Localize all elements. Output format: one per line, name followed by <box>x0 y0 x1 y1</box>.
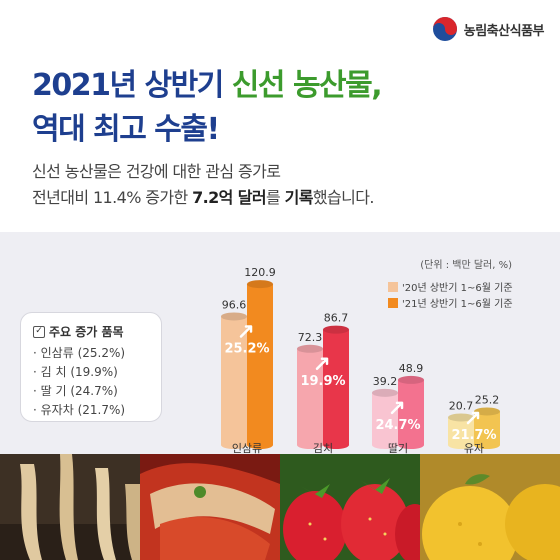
bar <box>221 316 247 445</box>
data-label: 48.9 <box>399 362 424 375</box>
category-label: 인삼류 <box>232 442 262 455</box>
bar-base <box>372 441 398 449</box>
legend-label-2021: '21년 상반기 1~6월 기준 <box>402 299 513 310</box>
kimchi-image <box>140 454 280 560</box>
subtitle-pre: 전년대비 11.4% 증가한 <box>32 188 193 207</box>
headline-line1: 2021년 상반기 신선 농산물, <box>32 60 383 104</box>
taegeuk-icon <box>432 17 457 41</box>
legend-2020: '20년 상반기 1~6월 기준 <box>388 279 513 294</box>
headline-year: 2021년 상반기 <box>32 68 232 103</box>
data-label: 86.7 <box>324 312 349 325</box>
growth-arrow-icon <box>239 325 253 338</box>
headline-green: 신선 농산물, <box>231 68 383 103</box>
bar-top <box>448 413 474 422</box>
growth-label: 19.9% <box>300 374 345 389</box>
checkbox-icon: ✓ <box>33 325 45 338</box>
subtitle-line2: 전년대비 11.4% 증가한 7.2억 달러를 기록했습니다. <box>32 184 374 208</box>
chart-panel: ✓ 주요 증가 품목 · 인삼류 (25.2%) · 김 치 (19.9%) ·… <box>0 232 560 455</box>
growth-arrow-icon <box>315 357 329 371</box>
data-label: 120.9 <box>244 266 276 279</box>
key-items-box: ✓ 주요 증가 품목 · 인삼류 (25.2%) · 김 치 (19.9%) ·… <box>20 312 162 422</box>
bar <box>297 348 323 445</box>
bar-top <box>247 280 273 289</box>
bar-top <box>474 407 500 416</box>
bar-top <box>297 344 323 353</box>
legend-2021: '21년 상반기 1~6월 기준 <box>388 295 513 310</box>
data-label: 96.6 <box>222 298 247 311</box>
legend-label-2020: '20년 상반기 1~6월 기준 <box>402 283 513 294</box>
ministry-logo: 농림축산식품부 <box>432 16 545 42</box>
bar-chart: 96.6 120.9 25.2% 인삼류 72.386.7 19.9% 김치 39.248.9… <box>221 266 500 455</box>
data-label: 39.2 <box>373 375 398 388</box>
bar-base <box>221 441 247 449</box>
key-item: · 딸 기 (24.7%) <box>33 384 118 398</box>
ginseng-image <box>0 454 140 560</box>
strawberry-image <box>280 454 420 560</box>
yuja-image <box>420 454 560 560</box>
produce-photos <box>0 454 560 560</box>
header-section: 농림축산식품부 2021년 상반기 신선 농산물, 역대 최고 수출! 신선 농… <box>0 0 560 232</box>
subtitle-mid: 를 <box>266 188 285 207</box>
growth-label: 24.7% <box>375 418 420 433</box>
headline-line2: 역대 최고 수출! <box>32 112 220 147</box>
category-label: 유자 <box>464 442 484 455</box>
growth-label: 25.2% <box>224 341 269 356</box>
growth-arrow-icon <box>466 411 480 425</box>
bar-base <box>323 441 349 449</box>
subtitle-post: 했습니다. <box>312 188 375 207</box>
bar-top <box>398 375 424 384</box>
subtitle-line1: 신선 농산물은 건강에 대한 관심 증가로 <box>32 162 281 181</box>
bar-base <box>474 441 500 449</box>
bar <box>398 379 424 445</box>
key-items-title-text: 주요 증가 품목 <box>49 325 124 339</box>
legend-swatch-2020 <box>388 281 398 292</box>
bar-top <box>372 388 398 397</box>
key-items-title: ✓ 주요 증가 품목 <box>33 323 149 340</box>
bar-base <box>247 441 273 449</box>
category-label: 딸기 <box>388 442 408 455</box>
bar-top <box>221 312 247 321</box>
key-item: · 김 치 (19.9%) <box>33 365 118 379</box>
subtitle-bold-record: 기록 <box>284 188 314 207</box>
subtitle-bold-amount: 7.2억 달러 <box>192 188 267 207</box>
chart-unit: (단위 : 백만 달러, %) <box>420 260 512 271</box>
data-label: 20.7 <box>449 399 474 412</box>
category-label: 김치 <box>313 442 333 455</box>
bar-top <box>323 325 349 334</box>
bar <box>247 284 273 445</box>
bar-base <box>448 441 474 449</box>
bar <box>323 329 349 445</box>
data-label: 72.3 <box>298 331 323 344</box>
key-item: · 유자차 (21.7%) <box>33 403 126 417</box>
bar-base <box>398 441 424 449</box>
logo-text: 농림축산식품부 <box>463 23 545 39</box>
key-item: · 인삼류 (25.2%) <box>33 346 126 360</box>
bar <box>372 392 398 445</box>
data-label: 25.2 <box>475 393 500 406</box>
bar-base <box>297 441 323 449</box>
legend-swatch-2021 <box>388 297 398 308</box>
growth-arrow-icon <box>390 401 404 415</box>
growth-label: 21.7% <box>451 428 496 443</box>
